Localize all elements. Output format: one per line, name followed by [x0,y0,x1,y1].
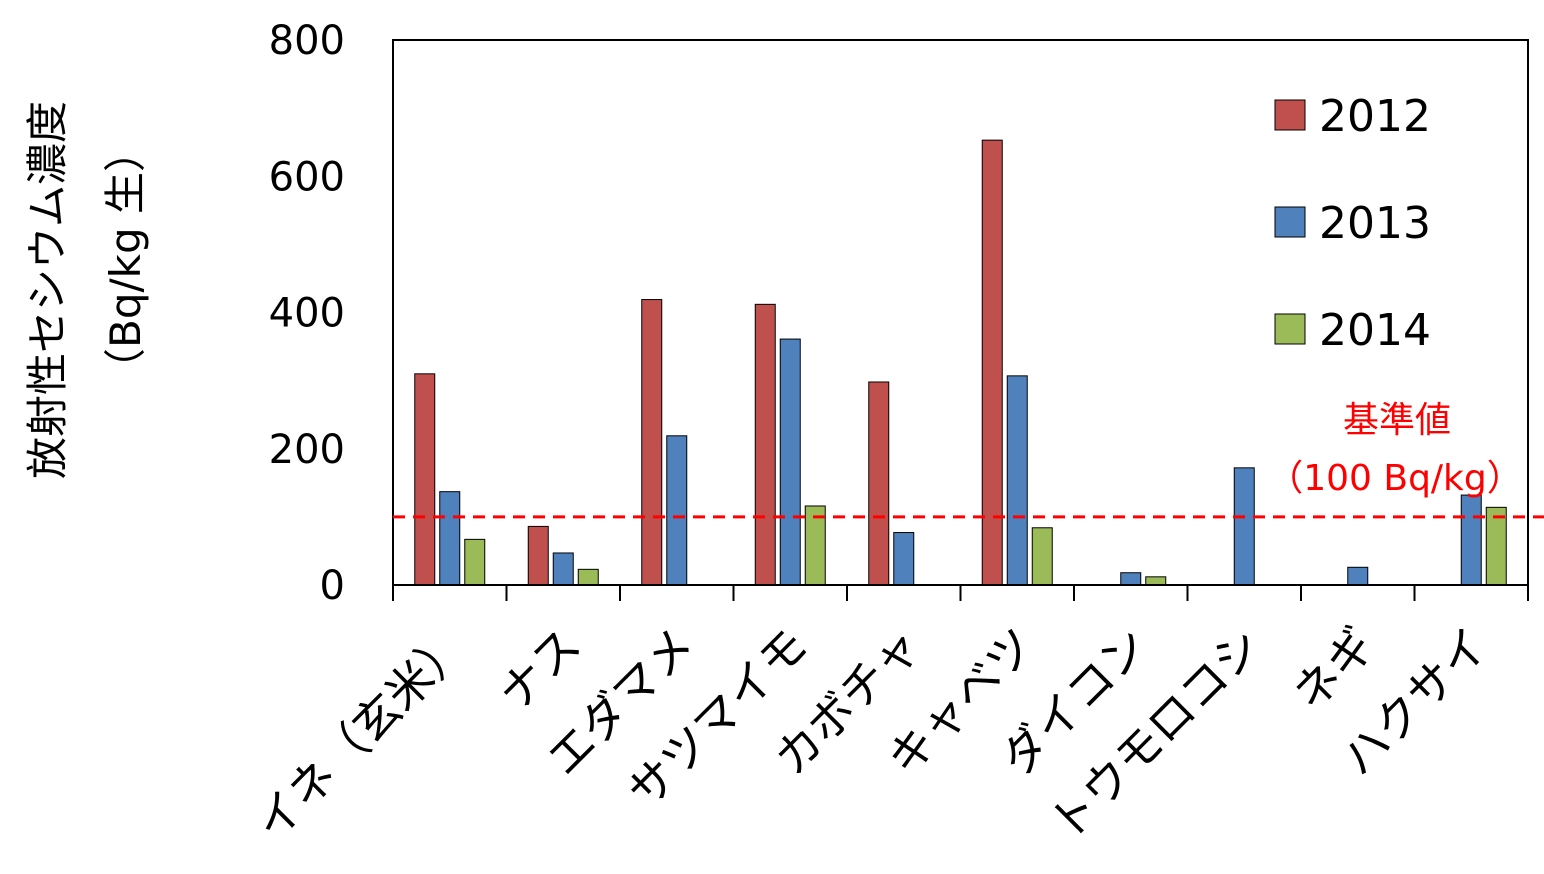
y-axis-title-line2: （Bq/kg 生） [101,130,150,390]
bar-2013 [552,552,574,586]
legend-swatch-2013 [1274,206,1306,238]
bar-2013 [666,435,688,586]
bar-2012 [414,373,436,586]
y-axis-title: 放射性セシウム濃度 （Bq/kg 生） [23,101,150,479]
bar-2013 [893,532,915,586]
y-axis-ticks: 0 200 400 600 800 [269,18,345,609]
bar-2014 [1031,527,1053,586]
bar-2014 [1485,506,1507,586]
category-label: イネ（玄米） [244,618,477,851]
legend-swatch-2012 [1274,99,1306,131]
legend-label-2012: 2012 [1319,91,1431,142]
bar-2014 [577,568,599,586]
bar-2012 [527,525,549,586]
reference-label-line2: （100 Bq/kg） [1267,458,1523,499]
legend-label-2014: 2014 [1319,305,1431,356]
y-tick-label: 400 [269,291,345,337]
y-tick-label: 200 [269,427,345,473]
bar-2012 [754,303,776,586]
y-tick-label: 800 [269,18,345,64]
y-tick-label: 0 [320,563,345,609]
bar-2013 [779,338,801,586]
bar-2013 [1347,566,1369,586]
bar-2014 [1145,576,1167,586]
bars [414,139,1507,586]
category-label: ナス [488,618,591,721]
reference-label: 基準値 （100 Bq/kg） [1267,400,1523,499]
reference-label-line1: 基準値 [1343,400,1451,441]
legend-label-2013: 2013 [1319,198,1431,249]
bar-2013 [1006,375,1028,586]
legend-swatch-2014 [1274,313,1306,345]
bar-2014 [464,538,486,586]
plot-frame [392,39,1529,586]
y-axis-title-line1: 放射性セシウム濃度 [23,101,72,479]
bar-2012 [641,299,663,586]
bar-2013 [1120,572,1142,586]
bar-2013 [1233,467,1255,586]
bar-2012 [868,381,890,586]
bar-2013 [439,491,461,586]
legend: 2012 2013 2014 [1274,91,1431,356]
y-tick-label: 600 [269,154,345,200]
category-label: ネギ [1282,618,1385,721]
bar-2013 [1460,494,1482,586]
